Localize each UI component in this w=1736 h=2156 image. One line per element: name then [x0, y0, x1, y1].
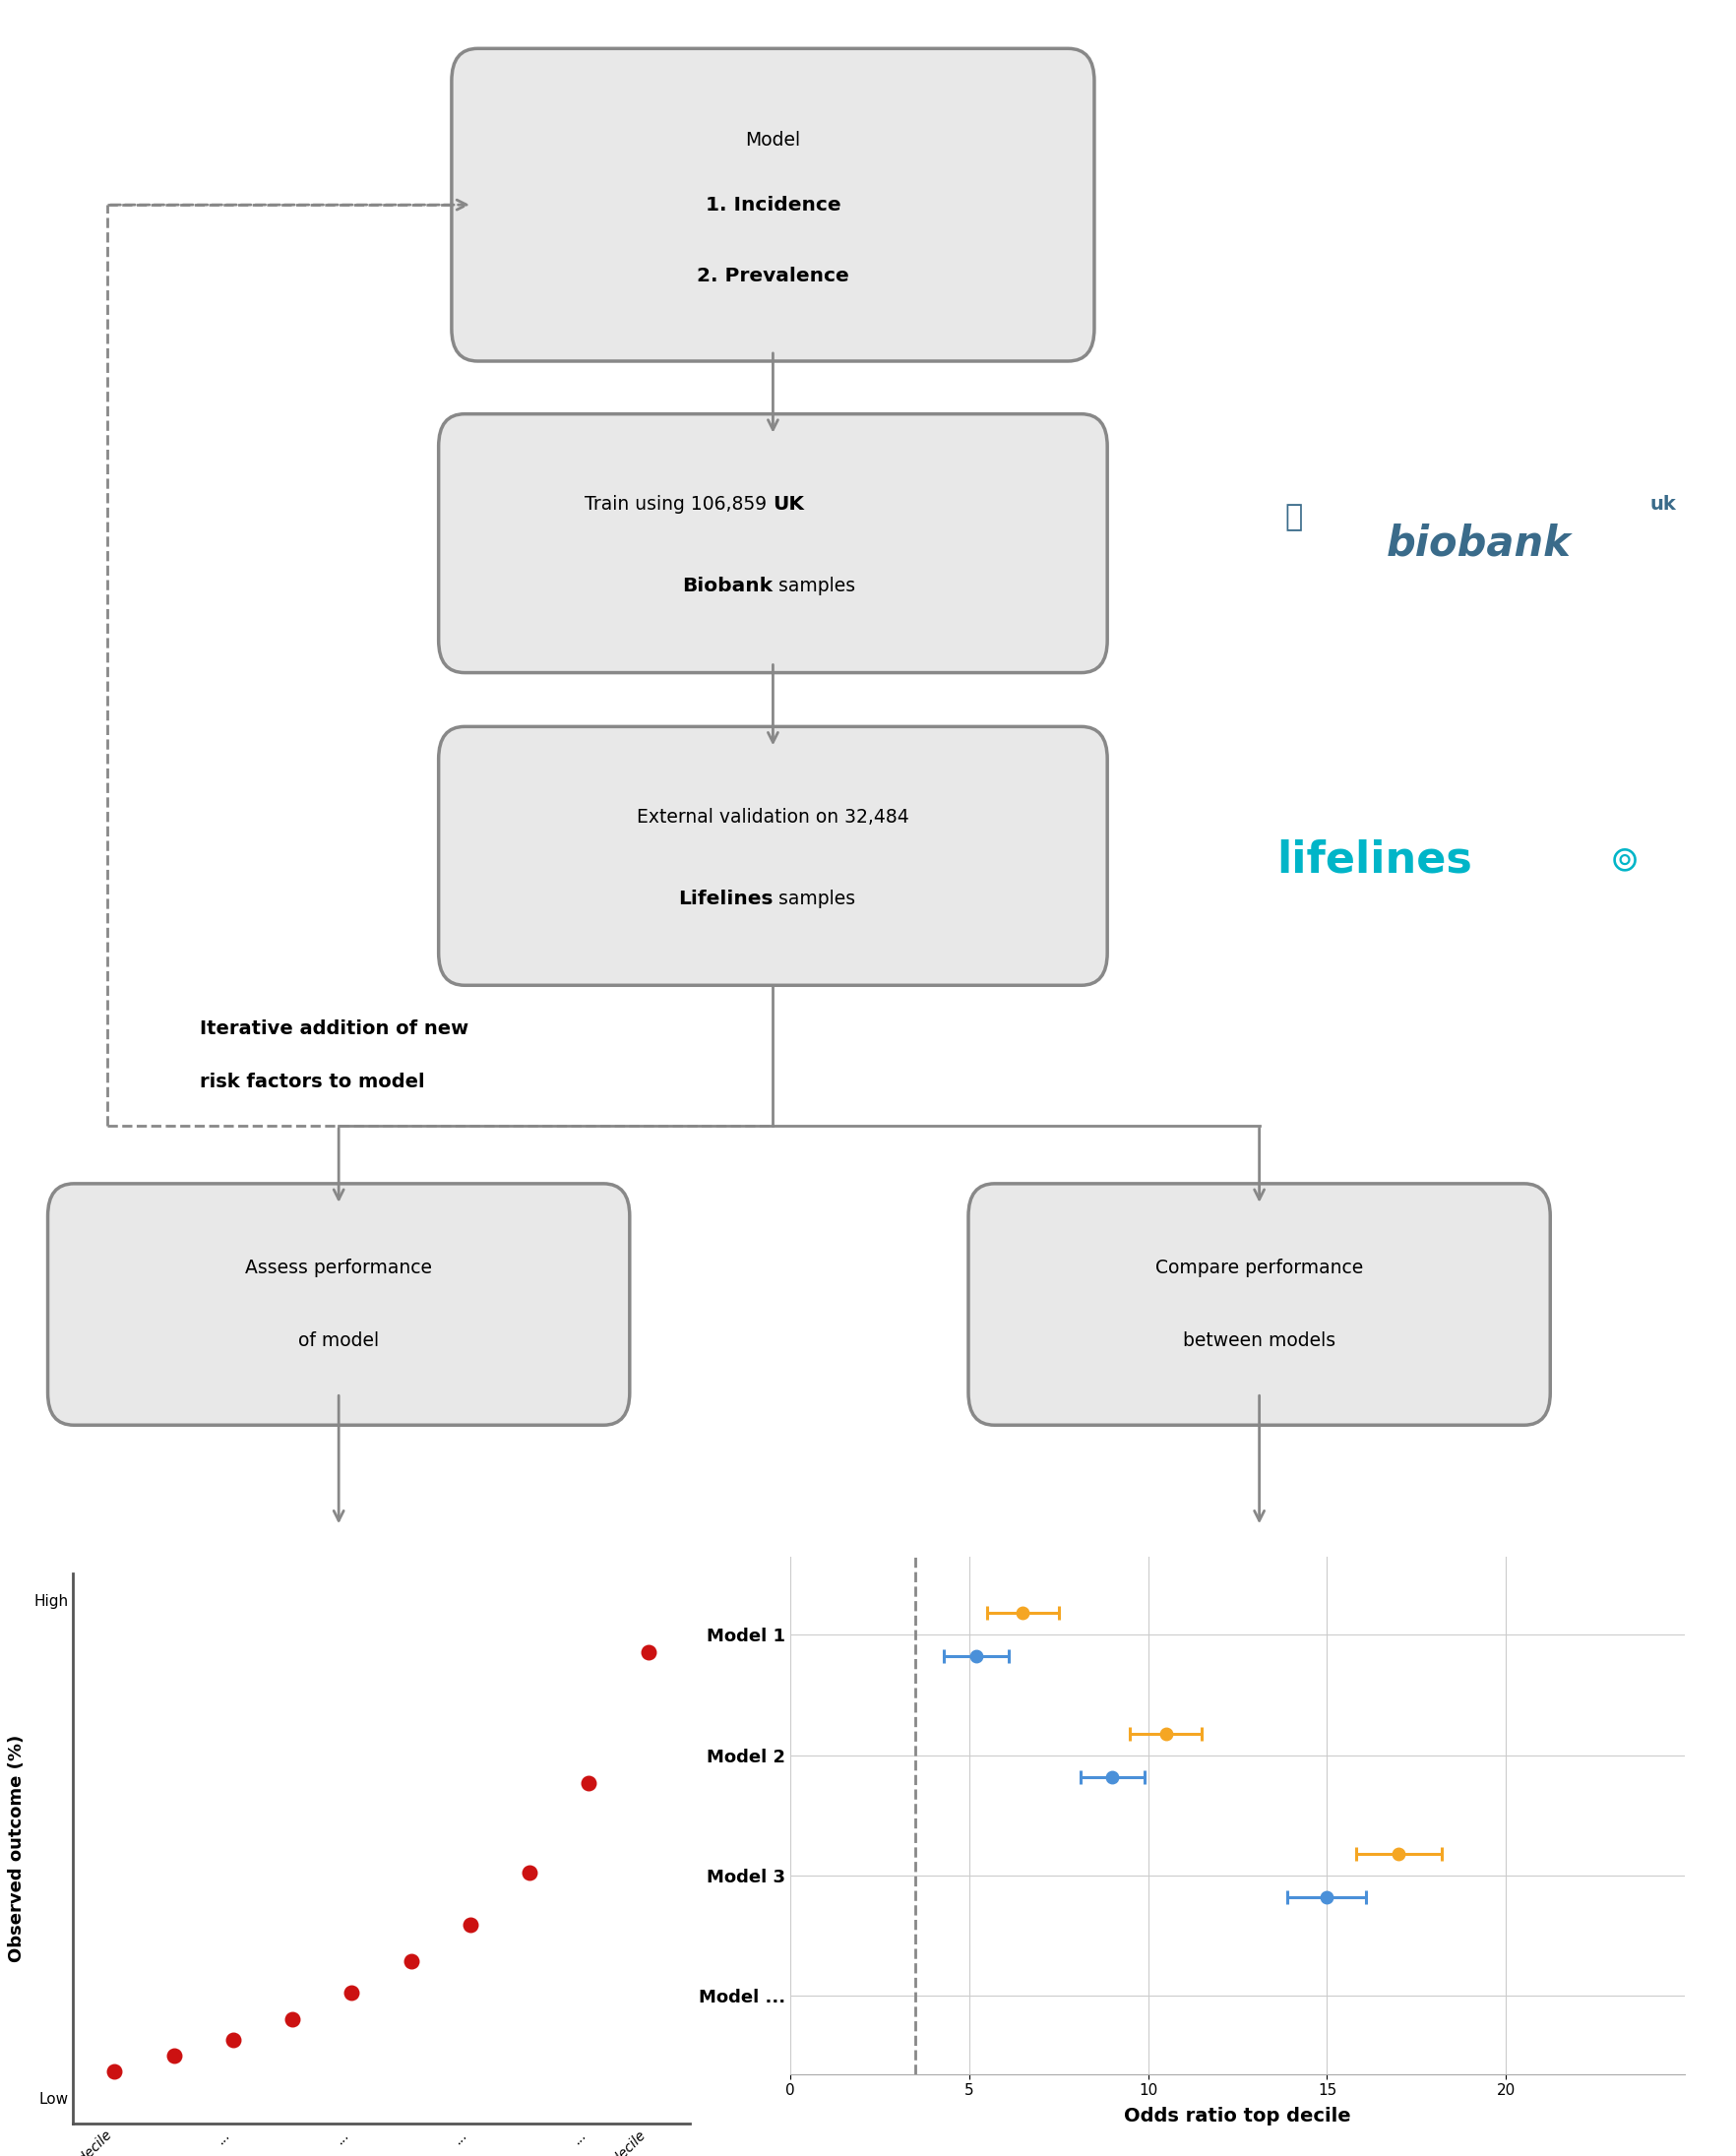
- Text: lifelines: lifelines: [1276, 839, 1472, 882]
- Text: Assess performance: Assess performance: [245, 1259, 432, 1276]
- FancyBboxPatch shape: [969, 1184, 1549, 1425]
- Point: [398, 1945, 425, 1979]
- X-axis label: Odds ratio top decile: Odds ratio top decile: [1123, 2106, 1351, 2126]
- Point: [160, 2037, 187, 2072]
- Text: samples: samples: [773, 890, 856, 908]
- Text: between models: between models: [1182, 1332, 1335, 1350]
- Text: Model: Model: [745, 132, 800, 149]
- Text: ⊚: ⊚: [1609, 843, 1639, 877]
- Y-axis label: Observed outcome (%): Observed outcome (%): [7, 1736, 26, 1962]
- FancyBboxPatch shape: [49, 1184, 628, 1425]
- Point: [337, 1975, 365, 2009]
- Text: risk factors to model: risk factors to model: [200, 1074, 425, 1091]
- Text: 1. Incidence: 1. Incidence: [705, 196, 840, 213]
- Point: [634, 1634, 661, 1669]
- Text: samples: samples: [773, 578, 856, 595]
- Text: uk: uk: [1649, 496, 1675, 513]
- Point: [219, 2022, 247, 2057]
- Text: Biobank: Biobank: [682, 578, 773, 595]
- Text: UK: UK: [773, 496, 804, 513]
- FancyBboxPatch shape: [451, 50, 1094, 360]
- Text: 2. Prevalence: 2. Prevalence: [696, 267, 849, 285]
- FancyBboxPatch shape: [437, 414, 1108, 673]
- Text: of model: of model: [299, 1332, 378, 1350]
- Text: Iterative addition of new: Iterative addition of new: [200, 1020, 469, 1037]
- Text: Lifelines: Lifelines: [677, 890, 773, 908]
- Text: Train using 106,859: Train using 106,859: [585, 496, 773, 513]
- Text: biobank: biobank: [1385, 522, 1569, 565]
- Text: 👥: 👥: [1285, 502, 1302, 533]
- Point: [575, 1766, 602, 1800]
- Text: Compare performance: Compare performance: [1154, 1259, 1363, 1276]
- FancyBboxPatch shape: [437, 727, 1108, 985]
- Point: [457, 1908, 484, 1943]
- Point: [101, 2055, 128, 2089]
- Point: [516, 1854, 543, 1889]
- Text: External validation on 32,484: External validation on 32,484: [637, 808, 908, 826]
- Point: [278, 2001, 306, 2035]
